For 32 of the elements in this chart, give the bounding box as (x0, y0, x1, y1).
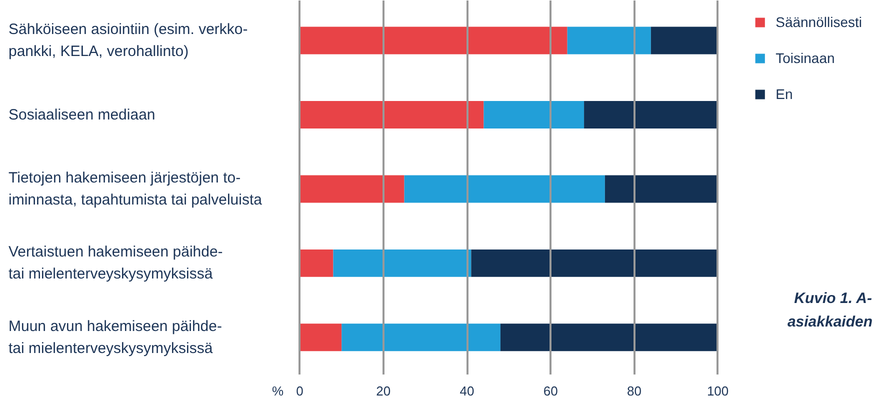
bar (300, 26, 568, 54)
x-axis-title: % (272, 384, 284, 398)
y-tick-label: Sosiaaliseen mediaan (8, 106, 156, 124)
bar (604, 175, 718, 203)
bar (471, 249, 718, 277)
y-tick-label: Muun avun hakemiseen päihde- tai mielenterveyskysymyksissä (8, 318, 222, 357)
y-tick-label: Vertaistuen hakemiseen päihde- tai mielenterveyskysymyksissä (8, 244, 223, 283)
x-tick-label: 0 (296, 384, 304, 398)
bar (404, 175, 605, 203)
bar (300, 175, 404, 203)
bar (584, 101, 718, 128)
bar (342, 324, 500, 352)
x-tick-label: 80 (626, 384, 642, 398)
legend-label: Säännöllisesti (776, 14, 862, 30)
y-tick-label: Tietojen hakemiseen järjestöjen to- iminnasta, tapahtumista tai palveluista (8, 169, 263, 209)
y-tick-label: Sähköiseen asiointiin (esim. verkko- pankki, KELA, verohallinto) (8, 20, 248, 60)
bar (650, 26, 718, 54)
bar (300, 324, 342, 352)
bar (300, 249, 334, 277)
legend-label: Toisinaan (776, 50, 835, 66)
x-tick-label: 20 (376, 384, 391, 398)
bar (300, 101, 484, 128)
bar (333, 249, 472, 277)
text: Kuvio 1. A- (794, 290, 872, 307)
legend-label: En (776, 86, 794, 102)
x-tick-label: 100 (706, 384, 729, 398)
text: asiakkaiden (787, 313, 873, 330)
bar (484, 101, 584, 128)
bar (567, 26, 651, 54)
bar (500, 324, 718, 352)
x-tick-label: 40 (460, 384, 474, 398)
x-tick-label: 60 (543, 384, 558, 398)
